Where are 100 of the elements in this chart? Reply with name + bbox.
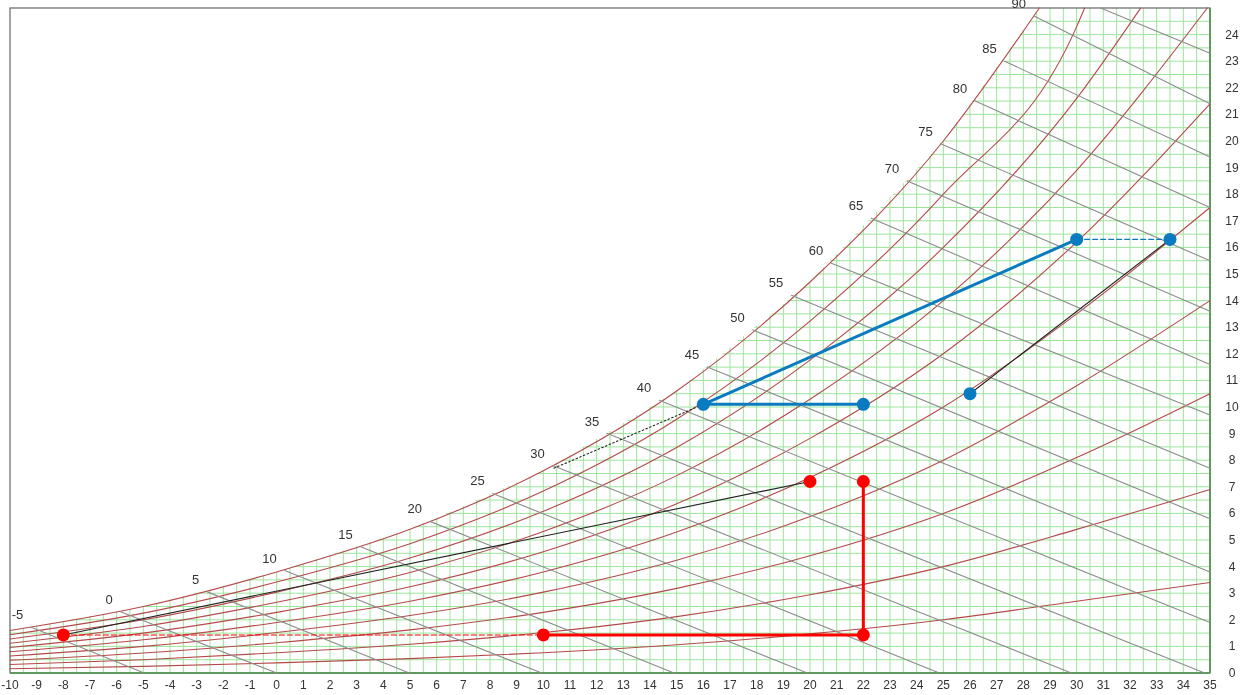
point [536, 628, 550, 642]
y-tick-label: 20 [1225, 134, 1239, 148]
series-label: 75 [918, 123, 933, 139]
y-tick-label: 0 [1228, 666, 1236, 680]
x-tick-label: -3 [191, 678, 203, 692]
y-tick-label: 13 [1225, 320, 1239, 335]
x-tick-label: 24 [909, 678, 924, 692]
series-label: 70 [884, 160, 900, 176]
y-tick-label: 22 [1225, 80, 1239, 95]
y-tick-label: 4 [1228, 559, 1236, 574]
x-tick-label: 15 [669, 678, 684, 692]
y-tick-label: 17 [1225, 213, 1239, 228]
series-label: 80 [952, 81, 968, 97]
x-tick-label: 32 [1123, 678, 1137, 692]
point [856, 628, 870, 642]
x-tick-label: 1 [299, 678, 307, 692]
x-tick-label: 0 [273, 678, 281, 692]
y-tick-label: 9 [1228, 426, 1236, 441]
x-tick-label: 17 [723, 678, 737, 692]
x-tick-label: -5 [138, 678, 149, 692]
y-tick-label: 12 [1225, 346, 1239, 361]
x-tick-label: -4 [164, 678, 176, 692]
x-tick-label: -1 [244, 678, 256, 692]
x-tick-label: 21 [829, 678, 844, 692]
x-tick-label: 19 [776, 678, 791, 692]
x-tick-label: 3 [353, 678, 361, 692]
line-series [9, 582, 1211, 670]
x-tick-label: 18 [749, 678, 764, 692]
x-tick-label: 7 [459, 678, 467, 692]
line-series [9, 103, 1211, 649]
y-tick-label: 24 [1225, 27, 1239, 42]
x-tick-label: 9 [513, 678, 521, 692]
x-tick-label: 10 [536, 678, 551, 692]
series-label: 40 [636, 380, 652, 396]
y-tick-label: 6 [1228, 506, 1236, 521]
series-label: 10 [262, 550, 277, 566]
x-tick-label: -2 [218, 678, 229, 692]
y-tick-label: 15 [1225, 267, 1239, 281]
point [963, 387, 977, 401]
series-label: 15 [338, 526, 353, 542]
x-tick-label: -8 [58, 678, 69, 692]
y-tick-label: 10 [1225, 400, 1239, 414]
y-tick-label: 1 [1228, 639, 1236, 654]
y-tick-label: 2 [1228, 612, 1236, 627]
x-tick-label: 31 [1096, 678, 1111, 692]
series-label: 35 [584, 413, 600, 429]
y-tick-label: 11 [1225, 373, 1239, 388]
x-tick-label: 25 [936, 678, 951, 692]
x-tick-label: -6 [111, 678, 123, 692]
x-tick-label: 30 [1069, 678, 1084, 692]
x-tick-label: 27 [989, 678, 1004, 692]
series-label: 45 [684, 347, 700, 363]
series-label: 25 [470, 473, 485, 489]
x-tick-label: 14 [643, 678, 657, 692]
x-tick-label: -9 [31, 678, 43, 692]
y-tick-label: 19 [1225, 160, 1239, 175]
x-tick-label: 8 [486, 678, 494, 692]
series-label: 30 [530, 445, 545, 461]
series-label: 50 [730, 309, 745, 325]
x-tick-label: 33 [1149, 678, 1164, 692]
line-series [9, 488, 1211, 666]
point [856, 397, 870, 411]
series-label: 55 [768, 275, 784, 291]
point [856, 474, 870, 488]
line-series [9, 393, 1211, 661]
series-label: 20 [407, 501, 422, 517]
x-tick-label: 5 [406, 678, 414, 692]
y-tick-label: 23 [1225, 54, 1239, 69]
series-label: 85 [982, 41, 997, 57]
y-tick-label: 14 [1225, 293, 1239, 308]
x-tick-label: 2 [326, 678, 334, 692]
y-tick-label: 5 [1228, 533, 1236, 547]
x-tick-label: 13 [616, 678, 631, 692]
point [1163, 232, 1177, 246]
point [803, 474, 817, 488]
x-tick-label: 6 [433, 678, 441, 692]
x-tick-label: -10 [1, 678, 19, 692]
series-label: -5 [11, 607, 24, 623]
x-tick-label: 22 [856, 678, 871, 692]
x-tick-label: -7 [84, 678, 96, 692]
point [1070, 232, 1084, 246]
point [696, 397, 710, 411]
x-tick-label: 4 [379, 678, 387, 692]
x-tick-label: 29 [1043, 678, 1057, 692]
series-label: 65 [848, 198, 864, 214]
x-tick-label: 23 [883, 678, 897, 692]
series-label: 0 [105, 591, 113, 607]
y-tick-label: 16 [1225, 240, 1239, 255]
x-tick-label: 20 [803, 678, 817, 692]
y-tick-label: 18 [1225, 187, 1239, 202]
x-tick-label: 35 [1203, 678, 1217, 692]
x-tick-label: 12 [589, 678, 604, 692]
x-tick-label: 26 [963, 678, 977, 692]
y-tick-label: 8 [1228, 453, 1236, 468]
x-tick-label: 16 [696, 678, 711, 692]
series-label: 60 [808, 243, 824, 259]
y-tick-label: 7 [1228, 479, 1236, 494]
x-tick-label: 34 [1176, 678, 1191, 692]
series-label: 5 [192, 571, 200, 587]
y-tick-label: 3 [1228, 586, 1236, 601]
